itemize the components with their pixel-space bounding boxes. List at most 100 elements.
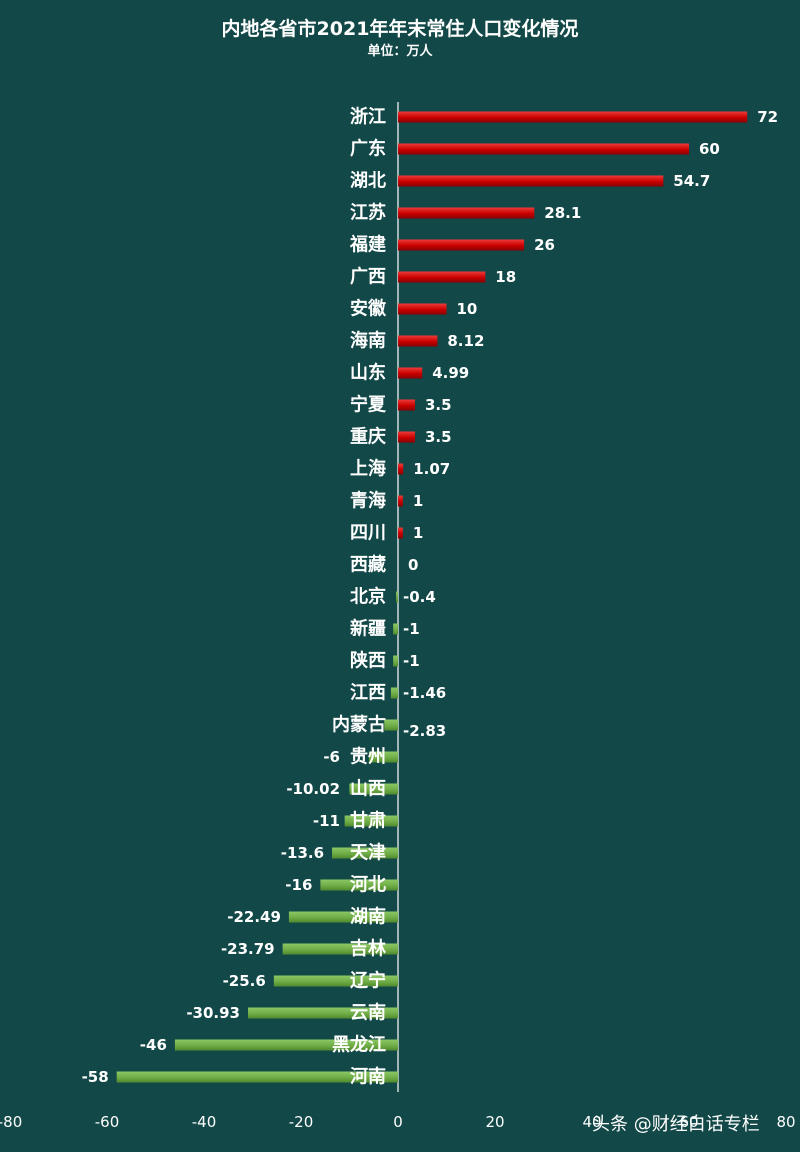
bar-新疆 xyxy=(393,623,398,635)
value-label: -6 xyxy=(323,748,340,766)
value-label: 4.99 xyxy=(432,364,469,382)
x-tick-label: 0 xyxy=(393,1113,403,1131)
category-label: 云南 xyxy=(350,1002,386,1024)
bar-湖南 xyxy=(288,911,398,923)
bar-青海 xyxy=(398,495,403,507)
category-label: 福建 xyxy=(349,234,386,256)
value-label: -30.93 xyxy=(186,1004,240,1022)
category-label: 广东 xyxy=(350,138,386,160)
bar-浙江 xyxy=(398,111,748,123)
category-label: 河南 xyxy=(350,1066,386,1088)
bar-福建 xyxy=(398,239,525,251)
x-tick-label: 80 xyxy=(776,1113,795,1131)
category-label: 重庆 xyxy=(350,426,386,448)
value-label: 3.5 xyxy=(425,428,452,446)
bar-江苏 xyxy=(398,207,535,219)
category-label: 陕西 xyxy=(350,650,386,672)
bar-安徽 xyxy=(398,303,447,315)
value-label: -1.46 xyxy=(403,684,446,702)
bar-重庆 xyxy=(398,431,415,443)
value-label: -58 xyxy=(82,1068,109,1086)
category-label: 安徽 xyxy=(350,298,387,320)
category-label: 西藏 xyxy=(350,555,386,576)
bar-贵州 xyxy=(368,751,398,763)
bar-北京 xyxy=(396,591,398,603)
category-label: 内蒙古 xyxy=(332,714,386,736)
bar-天津 xyxy=(332,847,398,859)
bar-山西 xyxy=(349,783,398,795)
category-label: 贵州 xyxy=(350,747,386,768)
chart-subtitle: 单位：万人 xyxy=(367,44,433,59)
watermark-text: 头条 @财经白话专栏 xyxy=(592,1114,760,1135)
bar-江西 xyxy=(390,687,398,699)
x-tick-label: -80 xyxy=(0,1113,22,1131)
bar-湖北 xyxy=(398,175,664,187)
category-label: 湖北 xyxy=(350,171,386,192)
bar-广西 xyxy=(398,271,486,283)
bar-云南 xyxy=(247,1007,398,1019)
category-label: 山西 xyxy=(350,779,386,800)
bar-宁夏 xyxy=(398,399,415,411)
category-label: 四川 xyxy=(350,523,386,544)
value-label: -16 xyxy=(285,876,312,894)
value-label: -23.79 xyxy=(221,940,275,958)
category-label: 黑龙江 xyxy=(332,1034,386,1056)
category-label: 吉林 xyxy=(350,938,386,960)
value-label: -22.49 xyxy=(227,908,281,926)
category-label: 青海 xyxy=(350,490,386,512)
value-label: -11 xyxy=(313,812,340,830)
category-label: 湖南 xyxy=(350,906,386,928)
bar-辽宁 xyxy=(273,975,398,987)
bar-内蒙古 xyxy=(384,719,398,731)
value-label: 3.5 xyxy=(425,396,452,414)
bar-河北 xyxy=(320,879,398,891)
value-label: 28.1 xyxy=(544,204,581,222)
value-label: 18 xyxy=(495,268,516,286)
value-label: -1 xyxy=(403,652,420,670)
bar-山东 xyxy=(398,367,423,379)
x-tick-label: 60 xyxy=(679,1113,698,1131)
category-label: 江苏 xyxy=(350,202,386,224)
bar-河南 xyxy=(116,1071,398,1083)
category-label: 北京 xyxy=(350,586,386,608)
category-label: 新疆 xyxy=(350,618,386,640)
value-label: 0 xyxy=(408,556,418,574)
category-label: 山东 xyxy=(350,362,386,384)
bar-四川 xyxy=(398,527,403,539)
category-label: 广西 xyxy=(350,266,386,288)
value-label: 1 xyxy=(413,492,423,510)
x-tick-label: -40 xyxy=(192,1113,217,1131)
x-tick-label: 20 xyxy=(485,1113,504,1131)
x-tick-label: -60 xyxy=(95,1113,120,1131)
category-label: 海南 xyxy=(350,330,386,352)
value-label: -46 xyxy=(140,1036,167,1054)
value-label: -13.6 xyxy=(281,844,324,862)
value-label: -2.83 xyxy=(403,722,446,740)
bar-黑龙江 xyxy=(174,1039,398,1051)
category-label: 河北 xyxy=(350,875,386,896)
bar-上海 xyxy=(398,463,404,475)
value-label: -10.02 xyxy=(286,780,340,798)
x-tick-label: 40 xyxy=(582,1113,601,1131)
category-label: 上海 xyxy=(350,458,386,480)
value-label: 60 xyxy=(699,140,720,158)
bar-陕西 xyxy=(393,655,398,667)
bar-吉林 xyxy=(282,943,398,955)
value-label: 26 xyxy=(534,236,555,254)
bar-甘肃 xyxy=(344,815,398,827)
value-label: 8.12 xyxy=(447,332,484,350)
category-label: 江西 xyxy=(350,683,386,704)
category-label: 甘肃 xyxy=(350,810,386,832)
x-tick-label: -20 xyxy=(289,1113,314,1131)
value-label: 72 xyxy=(757,108,778,126)
category-label: 宁夏 xyxy=(350,394,387,416)
value-label: 10 xyxy=(457,300,478,318)
bar-广东 xyxy=(398,143,689,155)
category-label: 辽宁 xyxy=(350,970,386,992)
value-label: -25.6 xyxy=(223,972,266,990)
chart-title: 内地各省市2021年年末常住人口变化情况 xyxy=(221,18,579,40)
value-label: -1 xyxy=(403,620,420,638)
category-label: 天津 xyxy=(350,842,386,864)
category-label: 浙江 xyxy=(350,106,386,128)
